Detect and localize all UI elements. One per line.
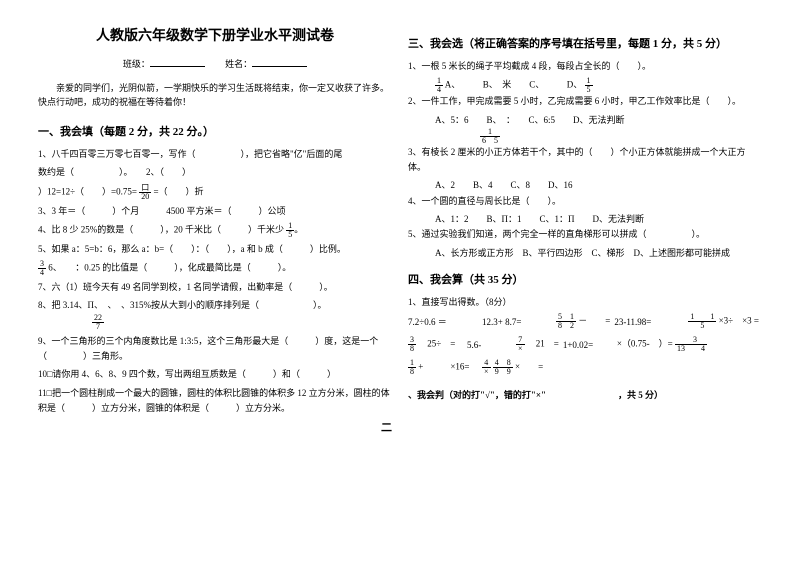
s3-q1-opts: 14 A、 B、 米 C、 D、 15: [408, 77, 762, 94]
section4-head: 四、我会算（共 35 分）: [408, 271, 762, 287]
exam-title: 人教版六年级数学下册学业水平测试卷: [38, 25, 392, 45]
s3-q3-opts: A、2 B、4 C、8 D、16: [408, 178, 762, 193]
frac-20: 口20: [139, 184, 151, 201]
name-label: 姓名：: [225, 59, 252, 69]
s1-q1c: ）12=12÷（ ）=0.75= 口20 =（ ）折: [38, 184, 392, 201]
s3-q5-opts: A、长方形或正方形 B、平行四边形 C、梯形 D、上述图形都可能拼成: [408, 246, 762, 261]
class-label: 班级：: [123, 59, 150, 69]
s1-q11: 11□把一个圆柱削成一个最大的圆锥，圆柱的体积比圆锥的体积多 12 立方分米，圆…: [38, 386, 392, 417]
s3-q2-opts: A、5：6 B、 ： C、6:5 D、无法判断 16 5: [408, 113, 762, 145]
section3-head: 三、我会选（将正确答案的序号填在括号里，每题 1 分，共 5 分）: [408, 35, 762, 51]
s3-q2: 2、一件工作，甲完成需要 5 小时，乙完成需要 6 小时，甲乙工作效率比是（ ）…: [408, 94, 762, 109]
section1-head: 一、我会填（每题 2 分，共 22 分。）: [38, 123, 392, 139]
right-column: 三、我会选（将正确答案的序号填在括号里，每题 1 分，共 5 分） 1、一根 5…: [400, 25, 770, 543]
s1-q5: 5、如果 a：5=b：6，那么 a：b=（ ）：（ ），a 和 b 成（ ）比例…: [38, 242, 392, 257]
s3-q1: 1、一根 5 米长的绳子平均截成 4 段，每段占全长的（ ）。: [408, 59, 762, 74]
calc-row2: 38 25÷ = 5.6- 7× 21 = 1+0.02= ×（0.75- ）=…: [408, 336, 762, 353]
s1-q1: 1、八千四百零三万零七百零一，写作（ ），把它省略"亿"后面的尾: [38, 147, 392, 162]
frac-34: 34: [38, 260, 46, 277]
s1-q7: 7、六（1）班今天有 49 名同学到校，1 名同学请假，出勤率是（ ）。: [38, 280, 392, 295]
s3-q4-opts: A、1：2 B、Π：1 C、1：Π D、无法判断: [408, 212, 762, 227]
s3-q4: 4、一个圆的直径与周长比是（ ）。: [408, 194, 762, 209]
intro-text: 亲爱的同学们，光阴似箭，一学期快乐的学习生活既将结束，你一定又收获了许多。快点行…: [38, 82, 392, 109]
s3-q3: 3、有棱长 2 厘米的小正方体若干个，其中的（ ）个小正方体就能拼成一个大正方体…: [408, 145, 762, 176]
left-column: 人教版六年级数学下册学业水平测试卷 班级： 姓名： 亲爱的同学们，光阴似箭，一学…: [30, 25, 400, 543]
frac-15: 15: [286, 222, 294, 239]
calc-row3: 18 + ×16= 4× 4 89 9 × =: [408, 359, 762, 376]
frac-227: 227: [92, 314, 104, 331]
s4-q1: 1、直接写出得数。（8分）: [408, 295, 762, 310]
judge-line: 、我会判（对的打"√"，错的打"×" ，共 5 分）: [408, 388, 762, 403]
s1-q4: 4、比 8 少 25%的数是（ ），20 千米比（ ）千米少 15。: [38, 222, 392, 239]
s3-q5: 5、通过实验我们知道，两个完全一样的直角梯形可以拼成（ ）。: [408, 227, 762, 242]
s1-q6: 34 6、 ：0.25 的比值是（ ），化成最简比是（ ）。: [38, 260, 392, 277]
calc-row1: 7.2÷0.6 ＝ 12.3+ 8.7= 5 18 2 － = 23-11.98…: [408, 313, 762, 330]
student-info: 班级： 姓名：: [38, 57, 392, 70]
s1-q1b: 数约是（ ）。 2、（ ）: [38, 165, 392, 180]
s1-q8: 8、把 3.14、Π、 、 、315%按从大到小的顺序排列是（ ）。 227: [38, 298, 392, 330]
s1-q10: 10□请你用 4、6、8、9 四个数，写出两组互质数是（ ）和（ ）: [38, 367, 392, 382]
section2-label: 二: [38, 419, 392, 438]
s1-q3: 3、3 年＝（ ）个月 4500 平方米＝（ ）公顷: [38, 204, 392, 219]
class-blank: [150, 66, 205, 67]
name-blank: [252, 66, 307, 67]
s1-q9: 9、一个三角形的三个内角度数比是 1:3:5，这个三角形最大是（ ）度，这是一个…: [38, 334, 392, 365]
